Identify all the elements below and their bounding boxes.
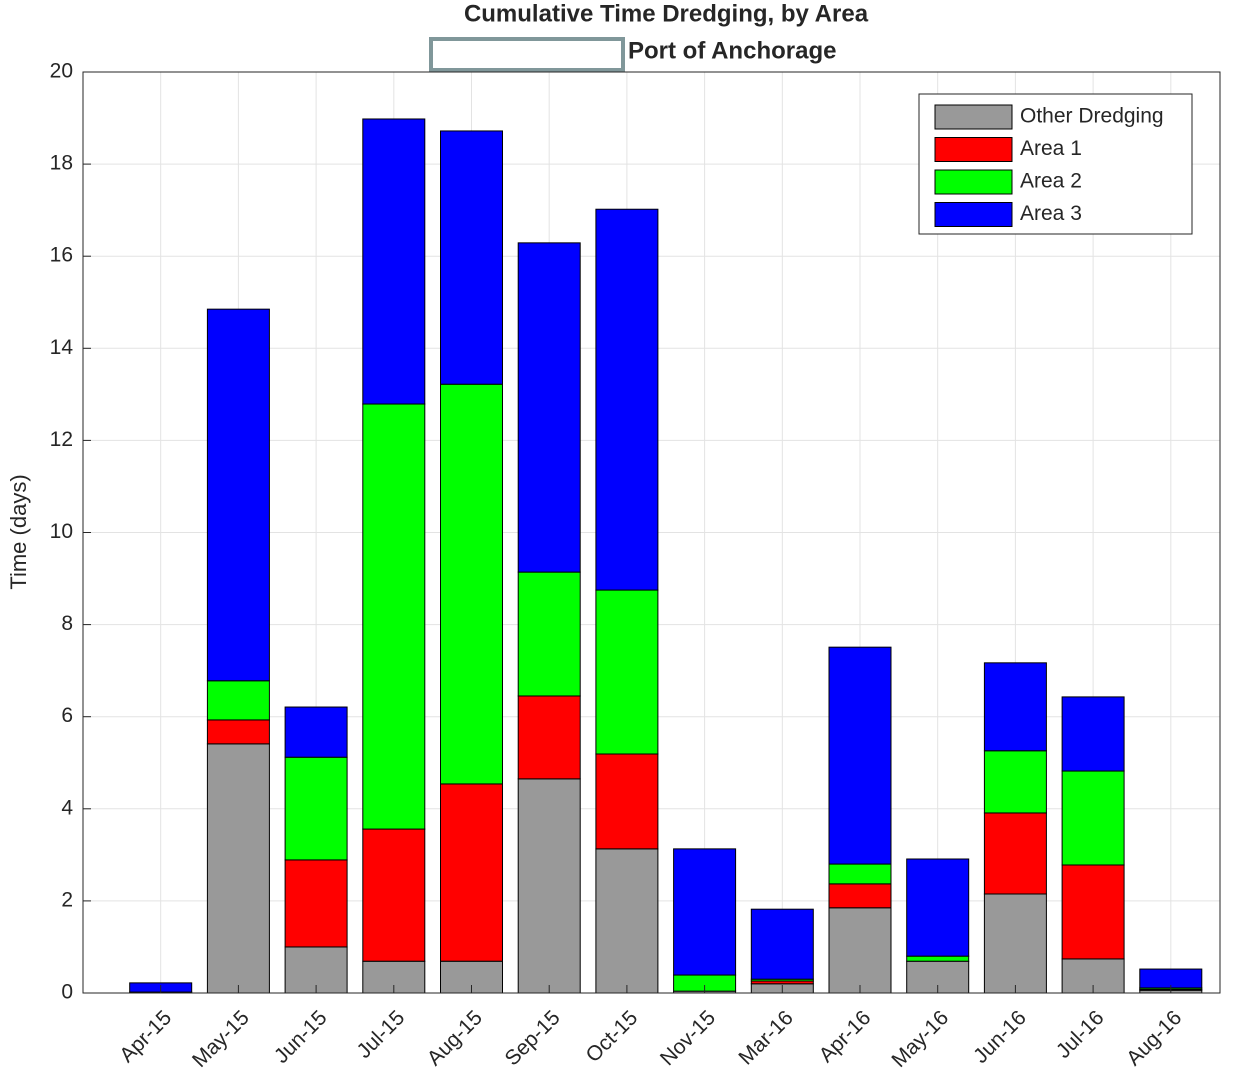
x-tick-label: Aug-15	[423, 1006, 487, 1070]
bar-segment	[440, 783, 503, 962]
bar-segment	[206, 680, 270, 721]
bar-segment	[206, 719, 270, 745]
x-tick-label: Apr-16	[815, 1006, 876, 1067]
y-tick-label: 16	[50, 244, 73, 267]
redaction-box	[429, 37, 625, 72]
axes-border	[82, 71, 1221, 994]
bar-segment	[906, 955, 970, 962]
chart-title: Cumulative Time Dredging, by Area	[464, 0, 869, 27]
bar-segment	[983, 812, 1047, 895]
legend-swatch	[934, 104, 1013, 130]
y-tick-label: 14	[50, 336, 74, 359]
bar-segment	[517, 571, 581, 697]
bar-segment	[1061, 696, 1125, 772]
chart-subtitle: Port of Anchorage	[628, 37, 836, 64]
x-tick-label: Aug-16	[1122, 1006, 1186, 1070]
legend-label: Other Dredging	[1020, 105, 1164, 128]
y-tick-label: 10	[50, 520, 73, 543]
x-tick-label: Sep-15	[501, 1006, 565, 1070]
bar-segment	[284, 756, 348, 861]
x-tick-label: Jun-16	[969, 1006, 1031, 1068]
bar-segment	[595, 589, 659, 755]
bar-segment	[1061, 770, 1125, 866]
y-tick-label: 4	[61, 796, 73, 819]
legend-label: Area 2	[1020, 170, 1082, 193]
bar-segment	[362, 403, 426, 830]
x-tick-label: May-15	[188, 1006, 254, 1072]
y-tick-label: 0	[61, 981, 73, 1004]
bar-segment	[828, 883, 892, 909]
y-tick-label: 18	[50, 152, 73, 175]
y-tick-label: 8	[61, 612, 73, 635]
bar-segment	[673, 848, 737, 976]
bar-segment	[362, 118, 426, 405]
legend-label: Area 3	[1020, 202, 1082, 225]
bar-segment	[362, 828, 426, 962]
bar-segment	[284, 859, 348, 948]
x-tick-label: Jul-15	[353, 1006, 410, 1063]
bar-segment	[206, 743, 270, 994]
x-tick-label: Mar-16	[734, 1006, 797, 1069]
bar-segment	[828, 646, 892, 865]
legend-swatch	[934, 169, 1013, 195]
x-tick-label: Jul-16	[1052, 1006, 1109, 1063]
bar-segment	[284, 706, 348, 758]
bar-segment	[750, 908, 814, 980]
bar-segment	[595, 753, 659, 850]
y-tick-label: 12	[50, 428, 73, 451]
bar-segment	[828, 907, 892, 994]
bar-segment	[983, 750, 1047, 814]
bar-segment	[828, 863, 892, 885]
legend-swatch	[934, 137, 1013, 162]
bar-segment	[595, 208, 659, 591]
y-tick-label: 2	[61, 888, 73, 911]
x-tick-label: Apr-15	[115, 1006, 176, 1067]
bar-segment	[1061, 864, 1125, 960]
legend-label: Area 1	[1020, 137, 1082, 160]
bar-segment	[983, 662, 1047, 752]
x-tick-label: Nov-15	[656, 1006, 720, 1070]
bar-segment	[595, 848, 659, 994]
bar-segment	[983, 893, 1047, 994]
y-tick-label: 6	[61, 704, 73, 727]
x-tick-label: May-16	[887, 1006, 953, 1072]
x-tick-label: Oct-15	[582, 1006, 643, 1067]
bar-segment	[517, 695, 581, 780]
bar-segment	[517, 242, 581, 573]
y-axis-label: Time (days)	[6, 474, 31, 589]
y-tick-label: 20	[50, 60, 73, 83]
legend-swatch	[934, 202, 1013, 227]
bar-segment	[206, 308, 270, 682]
bar-segment	[517, 778, 581, 994]
bar-segment	[906, 858, 970, 957]
x-tick-label: Jun-15	[270, 1006, 332, 1068]
bar-segment	[440, 130, 503, 385]
bar-segment	[440, 383, 503, 785]
